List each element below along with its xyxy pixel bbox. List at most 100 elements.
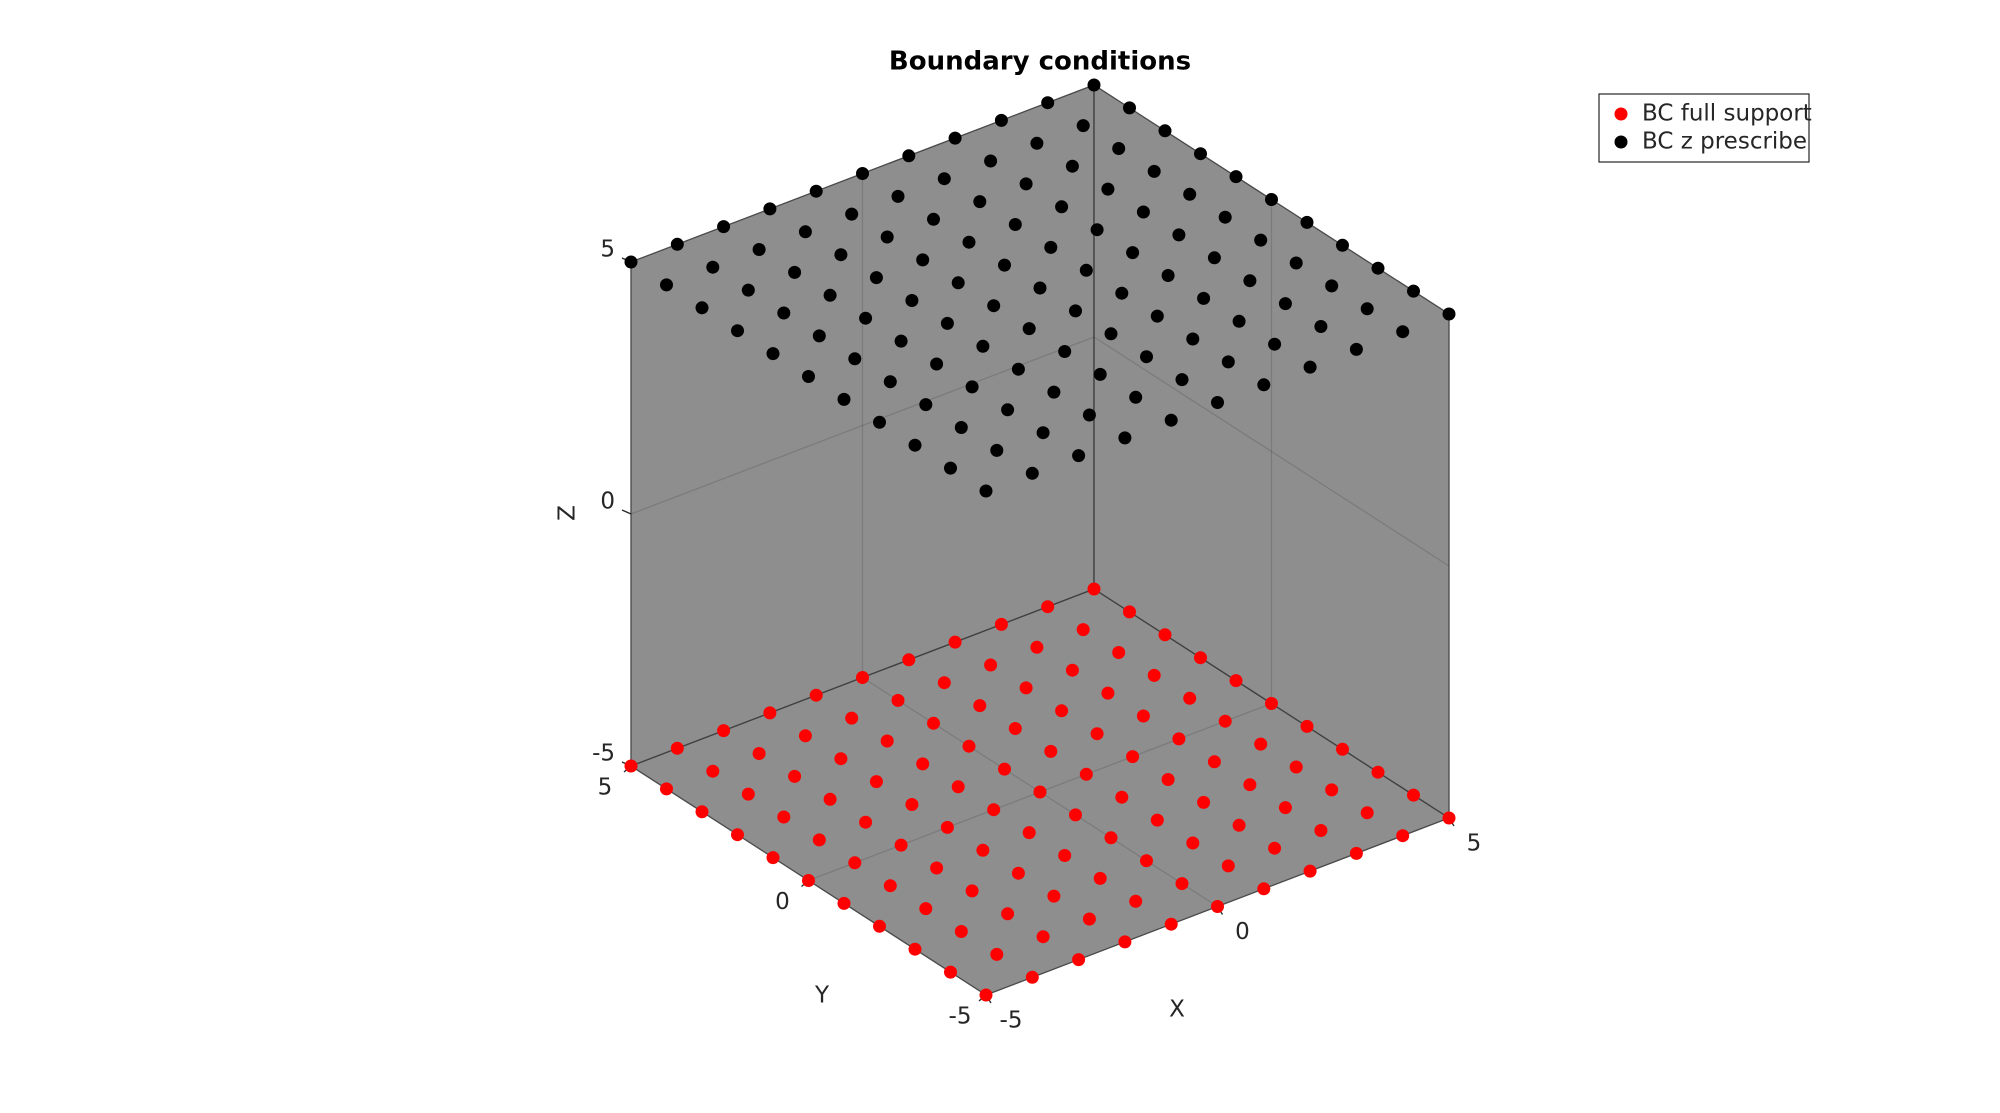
point <box>998 258 1011 272</box>
point <box>883 375 897 389</box>
point <box>798 225 812 239</box>
point <box>1041 600 1055 614</box>
point <box>1396 829 1410 843</box>
point <box>984 658 998 672</box>
x-tick-label: -5 <box>1000 1008 1023 1034</box>
y-tick-label: 5 <box>598 775 613 801</box>
point <box>1254 737 1268 751</box>
point <box>990 947 1004 961</box>
legend-marker <box>1614 135 1628 149</box>
point <box>962 235 976 249</box>
point <box>1104 831 1118 845</box>
point <box>1022 322 1036 336</box>
point <box>1164 917 1178 931</box>
point <box>1079 767 1093 781</box>
point <box>670 741 684 755</box>
point <box>1044 744 1058 758</box>
point <box>1349 342 1363 356</box>
point <box>706 260 720 274</box>
point <box>624 759 638 773</box>
point <box>869 775 883 789</box>
point <box>717 724 731 738</box>
point <box>741 283 755 297</box>
point <box>902 653 916 667</box>
point <box>834 752 848 766</box>
point <box>1278 297 1292 311</box>
point <box>883 879 897 893</box>
point <box>1300 215 1314 229</box>
point <box>1008 722 1022 735</box>
point <box>802 370 815 383</box>
point <box>979 988 993 1002</box>
point <box>1069 808 1082 822</box>
point <box>927 212 940 226</box>
point <box>1232 314 1246 328</box>
point <box>916 757 930 771</box>
point <box>919 398 933 412</box>
point <box>987 803 1001 817</box>
point <box>706 764 720 778</box>
point <box>1047 385 1061 399</box>
z-tick-label: -5 <box>592 741 615 767</box>
point <box>1055 704 1069 718</box>
point <box>660 278 673 292</box>
point <box>1197 291 1211 305</box>
point <box>1268 841 1282 855</box>
point <box>741 787 755 801</box>
point <box>1044 240 1058 254</box>
point <box>948 635 962 649</box>
point <box>1112 142 1126 155</box>
point <box>1229 170 1243 184</box>
point <box>1072 449 1086 463</box>
point <box>1030 640 1044 654</box>
point <box>1011 362 1025 376</box>
point <box>902 149 916 163</box>
point <box>1197 795 1211 809</box>
point <box>1025 970 1039 984</box>
point <box>1325 279 1339 293</box>
point <box>1055 200 1069 214</box>
point <box>1123 605 1136 619</box>
point <box>1232 818 1246 832</box>
point <box>1207 755 1221 769</box>
point <box>1093 871 1107 885</box>
point <box>1087 78 1101 92</box>
point <box>976 843 990 857</box>
point <box>1303 360 1317 374</box>
point <box>837 392 851 406</box>
point <box>695 805 709 819</box>
point <box>1172 228 1186 242</box>
point <box>984 154 998 168</box>
point <box>1126 246 1140 260</box>
x-tick-label: 5 <box>1467 831 1482 857</box>
point <box>845 711 859 725</box>
point <box>1175 877 1189 891</box>
point <box>1278 801 1292 815</box>
point <box>1136 709 1150 723</box>
point <box>1082 408 1096 422</box>
point <box>1407 284 1420 298</box>
point <box>990 443 1004 457</box>
point <box>1164 413 1178 427</box>
point <box>1140 350 1153 364</box>
point <box>1161 269 1175 282</box>
point <box>1360 806 1374 820</box>
point <box>1314 824 1328 837</box>
point <box>1008 218 1022 231</box>
point <box>1183 187 1197 201</box>
point <box>1175 373 1189 387</box>
point <box>1147 668 1161 682</box>
point <box>763 706 777 720</box>
point <box>1243 274 1257 288</box>
point <box>1396 325 1410 339</box>
point <box>777 810 791 824</box>
point <box>1254 233 1268 247</box>
point <box>1123 101 1136 115</box>
point <box>965 380 979 394</box>
point <box>954 421 968 434</box>
point <box>1058 345 1072 358</box>
point <box>763 202 777 216</box>
point <box>951 276 965 290</box>
point <box>1072 953 1086 967</box>
point <box>891 693 905 707</box>
